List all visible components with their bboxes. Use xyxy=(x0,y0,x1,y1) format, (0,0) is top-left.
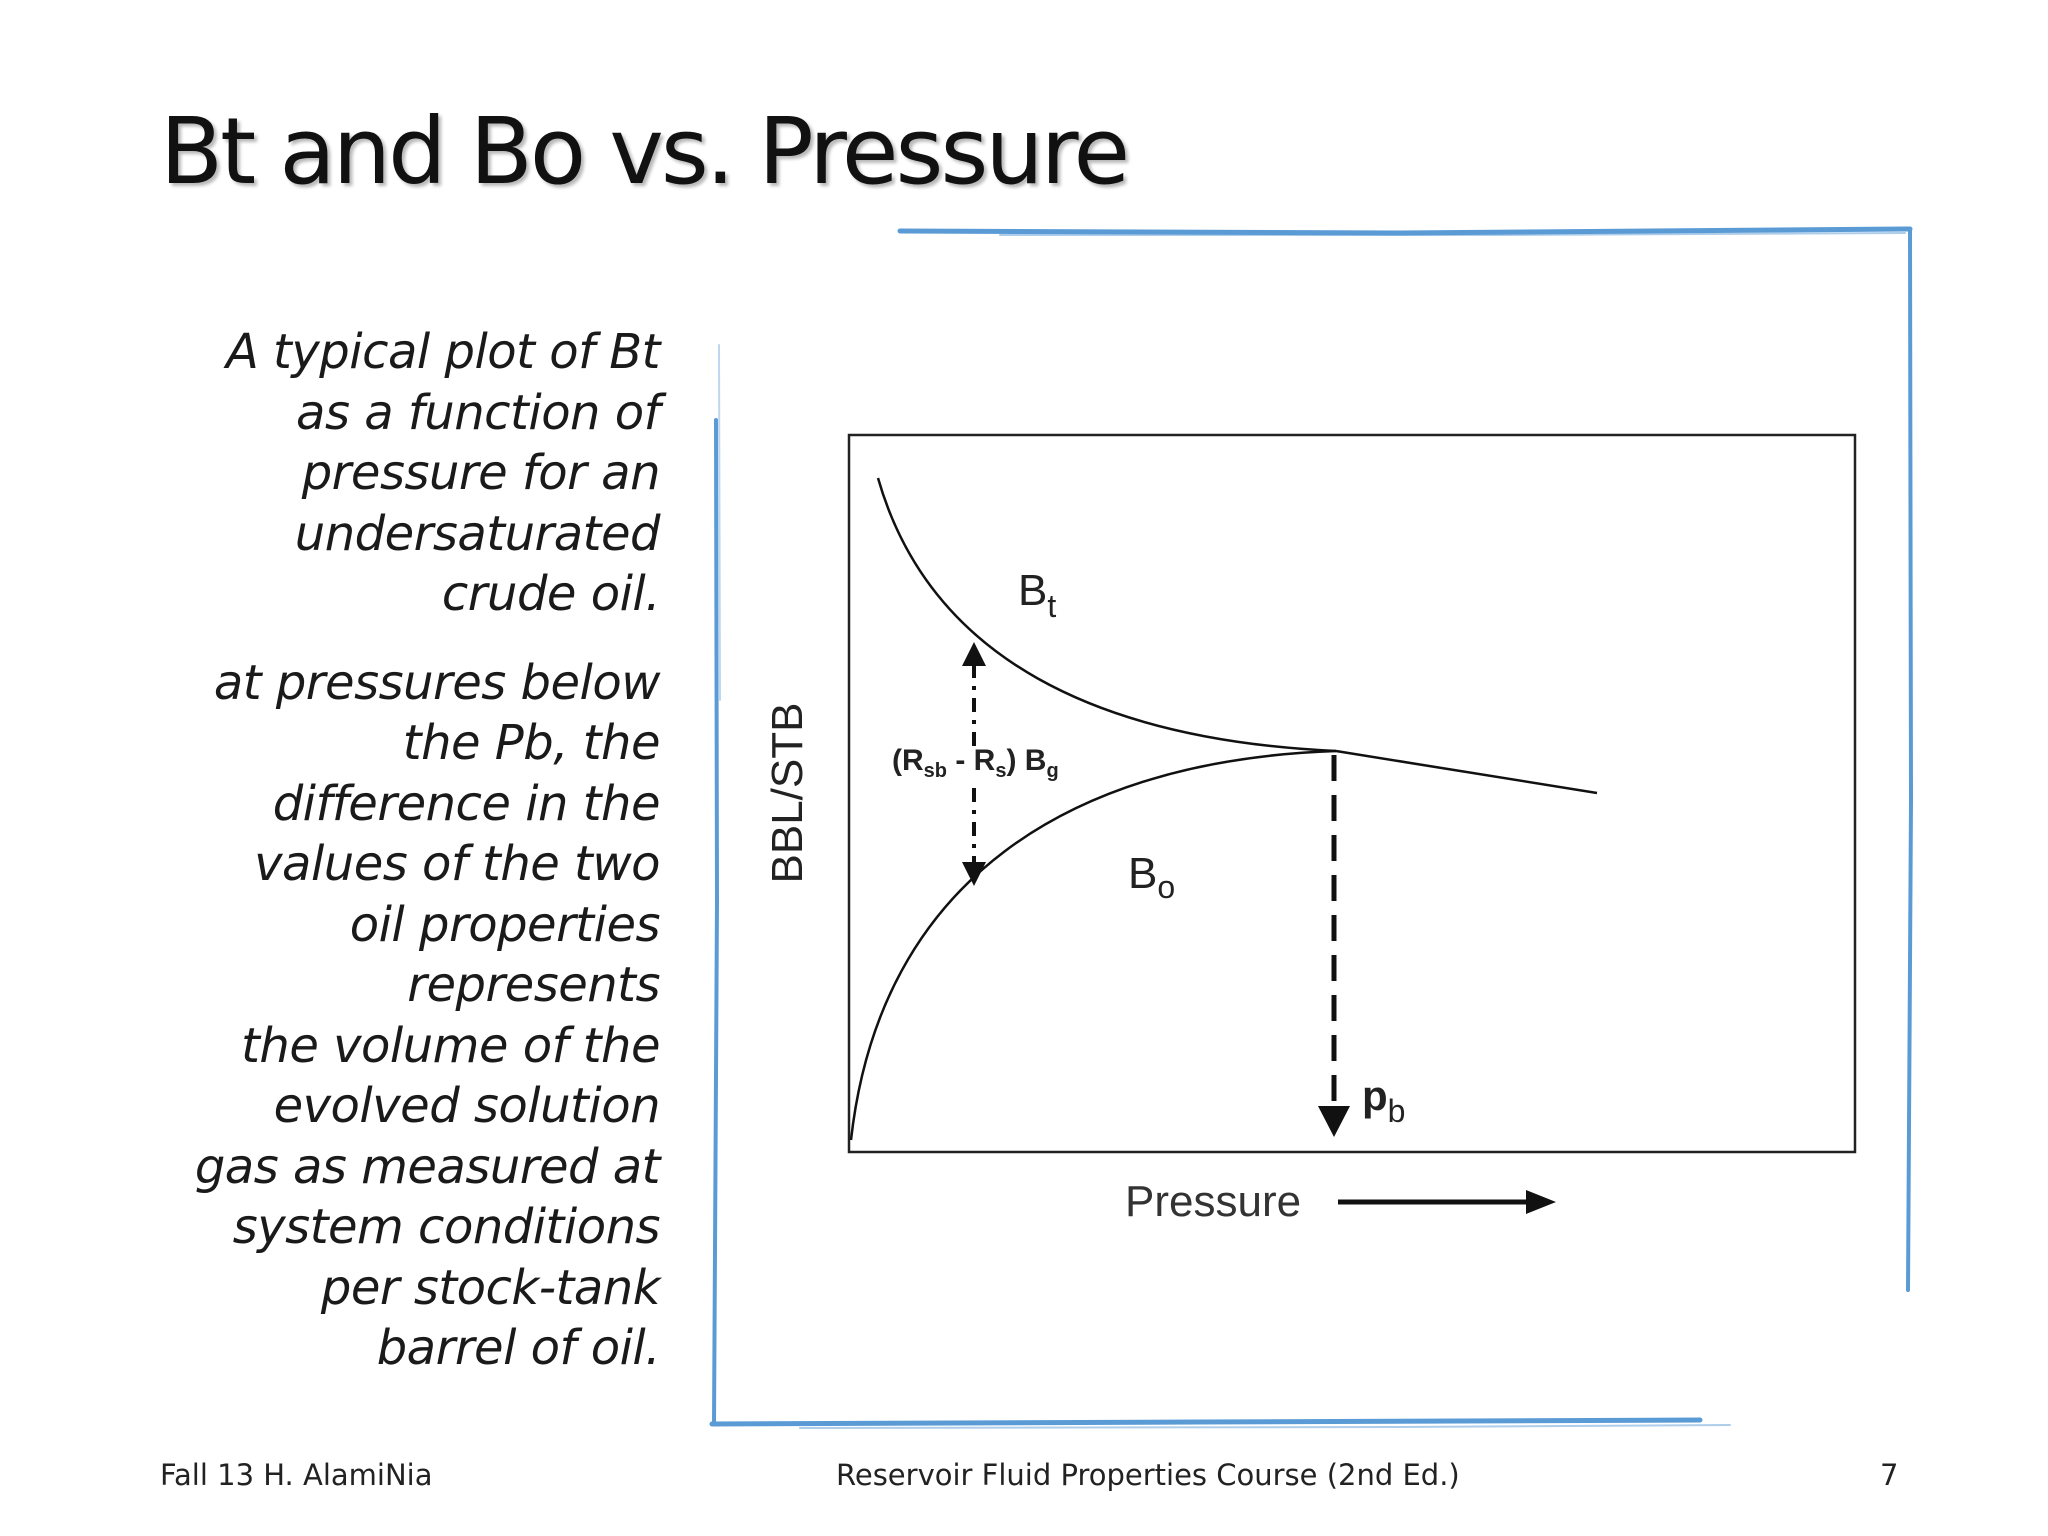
difference-label-close: ) B xyxy=(1006,744,1046,777)
undersaturated-line xyxy=(1335,749,1598,795)
pb-label-base: p xyxy=(1362,1072,1388,1119)
difference-label-open: (R xyxy=(892,744,924,777)
difference-arrowhead-down xyxy=(962,862,986,886)
bo-label: Bo xyxy=(1128,849,1175,905)
difference-label-sub-sb: sb xyxy=(924,760,947,782)
difference-label-minus: - R xyxy=(947,744,996,777)
difference-arrowhead-up xyxy=(962,642,986,666)
body-text: A typical plot of Bt as a function of pr… xyxy=(150,322,661,1379)
footer-course: Reservoir Fluid Properties Course (2nd E… xyxy=(836,1458,1460,1492)
x-axis-arrowhead xyxy=(1526,1190,1556,1214)
difference-label-sub-s: s xyxy=(995,760,1006,782)
bo-curve xyxy=(849,749,1337,1141)
bt-curve xyxy=(876,477,1337,753)
frame-left-faint xyxy=(718,344,721,701)
page-number: 7 xyxy=(1880,1458,1899,1492)
frame-top-faint xyxy=(999,232,1906,236)
footer-author: Fall 13 H. AlamiNia xyxy=(160,1458,433,1492)
plot-box xyxy=(847,433,1857,1154)
pb-arrowhead xyxy=(1318,1106,1350,1137)
pb-label: pb xyxy=(1362,1072,1405,1129)
x-axis-label: Pressure xyxy=(1125,1177,1301,1226)
bt-label: Bt xyxy=(1018,566,1056,624)
frame-bottom xyxy=(709,1417,1703,1427)
frame-lines xyxy=(709,226,1914,1429)
frame-left xyxy=(712,418,720,1426)
difference-label: (Rsb - Rs) Bg xyxy=(892,744,1059,782)
difference-label-sub-g: g xyxy=(1046,760,1058,782)
bo-label-sub: o xyxy=(1157,869,1175,905)
paragraph-intro: A typical plot of Bt as a function of pr… xyxy=(225,324,661,622)
bt-label-sub: t xyxy=(1047,588,1056,624)
bt-label-base: B xyxy=(1018,566,1047,615)
paragraph-explanation: at pressures below the Pb, the differenc… xyxy=(194,654,661,1377)
y-axis-label: BBL/STB xyxy=(763,703,812,884)
slide-title: Bt and Bo vs. Pressure xyxy=(160,98,1130,205)
frame-bottom-faint xyxy=(799,1424,1731,1429)
frame-right xyxy=(1906,227,1914,1292)
frame-top xyxy=(897,226,1913,236)
bo-label-base: B xyxy=(1128,849,1157,898)
pb-label-sub: b xyxy=(1388,1093,1406,1129)
